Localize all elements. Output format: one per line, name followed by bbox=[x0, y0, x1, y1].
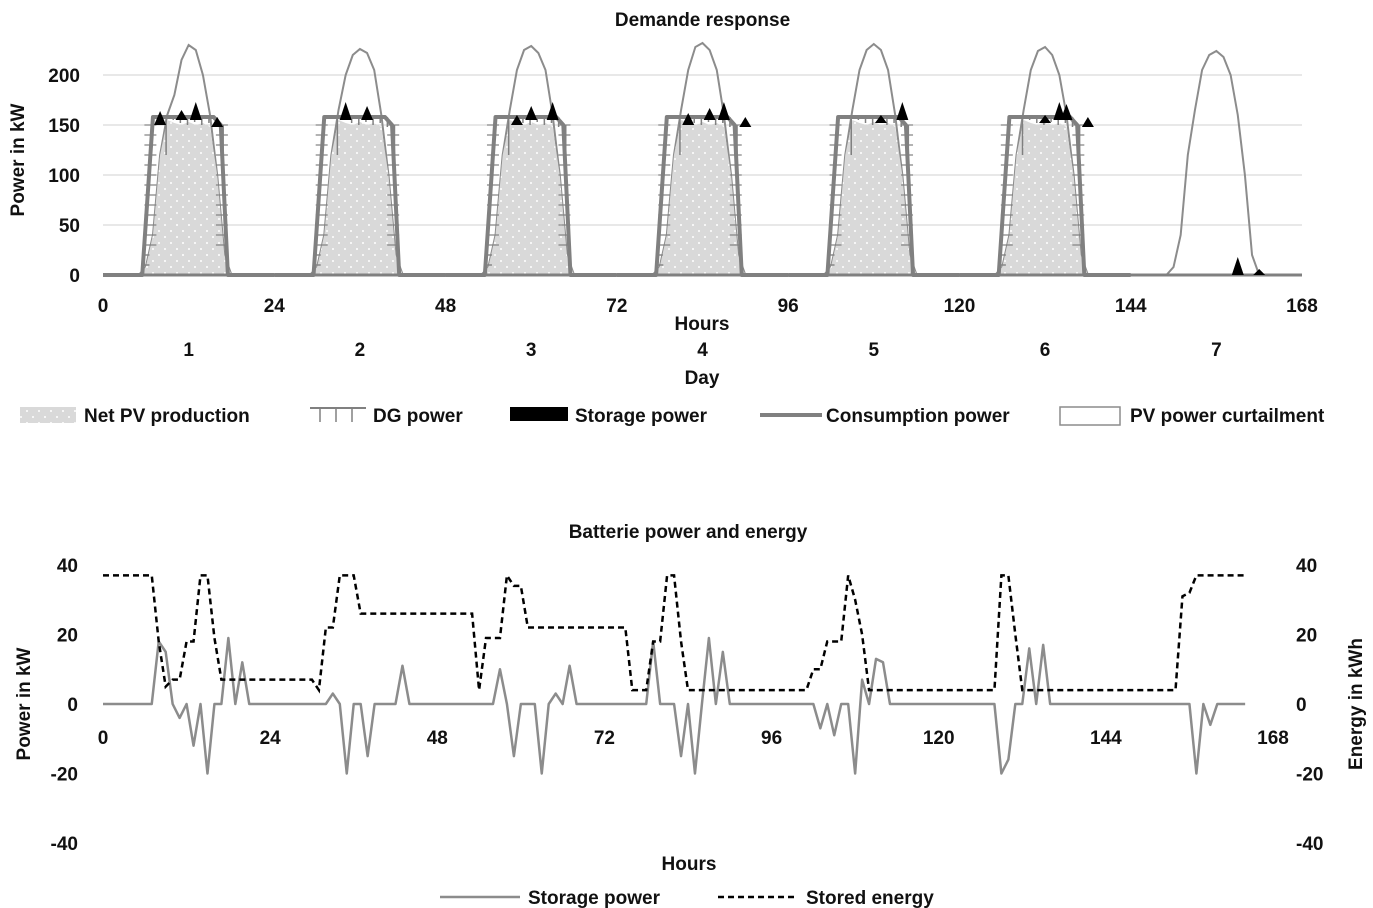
y-tick-label: -20 bbox=[51, 765, 78, 786]
x-tick-label: 144 bbox=[1115, 296, 1147, 317]
y-right-tick-label: 0 bbox=[1296, 695, 1307, 716]
chart1-legend: Net PV production DG power Storage power Co… bbox=[20, 406, 1325, 427]
series-storage-spike bbox=[154, 111, 167, 125]
chart2-legend: Storage power Stored energy bbox=[440, 888, 934, 908]
series-net-pv-area bbox=[616, 120, 782, 275]
series-storage-spike bbox=[1231, 257, 1244, 275]
y-axis-title: Power in kW bbox=[8, 103, 29, 216]
series-storage-spike bbox=[1060, 104, 1073, 120]
y-tick-label: 0 bbox=[67, 695, 78, 716]
x-tick-label: 72 bbox=[606, 296, 627, 317]
y-axis-title: Power in kW bbox=[14, 647, 35, 760]
legend-label-net-pv: Net PV production bbox=[84, 406, 250, 427]
series-storage-spike bbox=[211, 117, 224, 127]
legend-swatch-pv-curtailment bbox=[1059, 406, 1121, 426]
y-right-tick-label: -40 bbox=[1296, 834, 1323, 855]
x-tick-label: 168 bbox=[1257, 728, 1289, 749]
y-right-tick-label: -20 bbox=[1296, 765, 1323, 786]
series-storage-spike bbox=[896, 102, 909, 120]
series-storage-spike bbox=[717, 102, 730, 120]
series-storage-spike bbox=[510, 115, 523, 125]
series-storage-spike bbox=[1039, 115, 1052, 123]
day-label: 2 bbox=[355, 340, 366, 361]
y-tick-label: 40 bbox=[57, 556, 78, 577]
x-tick-label: 24 bbox=[264, 296, 286, 317]
series-storage-spike bbox=[339, 102, 352, 120]
x-axis-title: Hours bbox=[662, 854, 717, 875]
legend-label-dg: DG power bbox=[373, 406, 463, 427]
day-label: 4 bbox=[697, 340, 708, 361]
chart2-title: Batterie power and energy bbox=[569, 522, 808, 543]
battery-chart: Batterie power and energy-40 -40-20 -200 02… bbox=[14, 522, 1367, 908]
series-storage-spike bbox=[703, 108, 716, 120]
legend-label-consumption: Consumption power bbox=[826, 406, 1010, 427]
x-tick-label: 24 bbox=[260, 728, 282, 749]
series-stored-energy-line bbox=[103, 571, 1246, 694]
series-storage-spike bbox=[546, 102, 559, 120]
day-label: 1 bbox=[183, 340, 194, 361]
legend-swatch-net-pv bbox=[20, 407, 76, 423]
legend-swatch-storage bbox=[510, 407, 568, 421]
day-label: 7 bbox=[1211, 340, 1222, 361]
x-tick-label: 96 bbox=[778, 296, 799, 317]
legend-label-pv-curtailment: PV power curtailment bbox=[1130, 406, 1325, 427]
y-tick-label: 50 bbox=[59, 216, 80, 237]
series-storage-power-line bbox=[103, 636, 1246, 775]
x-tick-label: 120 bbox=[923, 728, 955, 749]
y-right-tick-label: 20 bbox=[1296, 626, 1317, 647]
y-tick-label: -40 bbox=[51, 834, 78, 855]
y-tick-label: 100 bbox=[48, 166, 80, 187]
y-axis-title-right: Energy in kWh bbox=[1346, 638, 1367, 770]
series-storage-spike bbox=[874, 115, 887, 123]
day-label: 5 bbox=[868, 340, 879, 361]
x-tick-label: 96 bbox=[761, 728, 782, 749]
y-tick-label: 150 bbox=[48, 116, 80, 137]
day-label: 3 bbox=[526, 340, 537, 361]
x-axis-title: Hours bbox=[675, 314, 730, 335]
series-storage-spike bbox=[525, 106, 538, 120]
series-storage-spike bbox=[739, 117, 752, 127]
x-tick-label: 72 bbox=[594, 728, 615, 749]
x-tick-label: 0 bbox=[98, 728, 109, 749]
series-net-pv-area bbox=[445, 120, 610, 275]
x-tick-label: 120 bbox=[944, 296, 976, 317]
series-storage-spike bbox=[1253, 269, 1266, 275]
x-tick-label: 48 bbox=[435, 296, 456, 317]
x-tick-label: 48 bbox=[427, 728, 448, 749]
series-storage-spike bbox=[1081, 117, 1094, 127]
series-net-pv-area bbox=[274, 120, 439, 275]
y-tick-label: 200 bbox=[48, 66, 80, 87]
chart1-title: Demande response bbox=[615, 10, 790, 31]
legend-label-stored-energy: Stored energy bbox=[806, 888, 934, 908]
y-tick-label: 20 bbox=[57, 626, 78, 647]
x-axis-title-day: Day bbox=[685, 368, 720, 389]
series-storage-spike bbox=[682, 113, 695, 125]
y-tick-label: 0 bbox=[69, 266, 80, 287]
legend-label-storage: Storage power bbox=[575, 406, 708, 427]
series-net-pv-area bbox=[788, 120, 953, 275]
y-right-tick-label: 40 bbox=[1296, 556, 1317, 577]
series-net-pv-area bbox=[103, 120, 268, 275]
day-label: 6 bbox=[1040, 340, 1051, 361]
series-storage-spike bbox=[189, 102, 202, 120]
x-tick-label: 168 bbox=[1286, 296, 1318, 317]
legend-label-storage-power: Storage power bbox=[528, 888, 661, 908]
series-storage-spike bbox=[175, 110, 188, 120]
x-tick-label: 0 bbox=[98, 296, 109, 317]
series-storage-spike bbox=[361, 106, 374, 120]
x-tick-label: 144 bbox=[1090, 728, 1122, 749]
series-net-pv-area bbox=[959, 120, 1124, 275]
